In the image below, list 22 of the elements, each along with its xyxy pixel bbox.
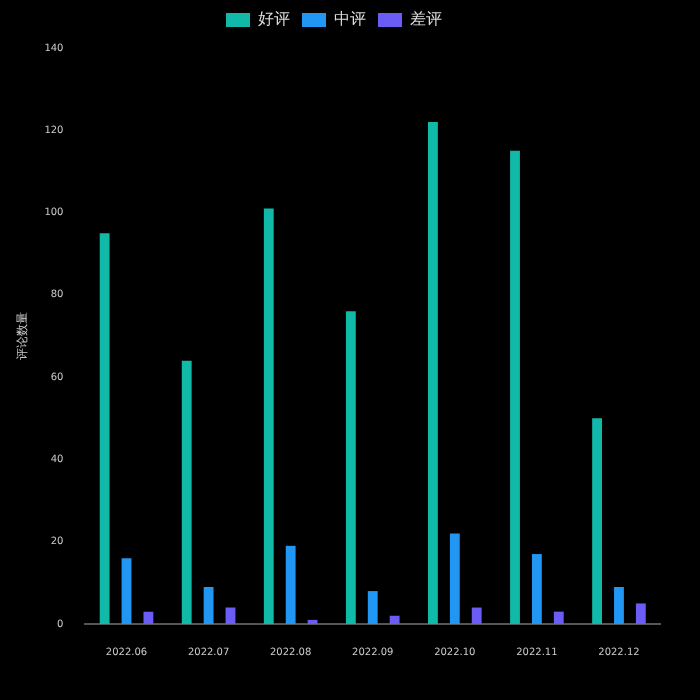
- bar: [531, 554, 542, 624]
- bar: [510, 150, 520, 624]
- bar: [389, 615, 400, 624]
- legend-label: 中评: [334, 10, 366, 29]
- bar: [263, 208, 274, 624]
- bar: [181, 360, 192, 624]
- bar: [143, 611, 154, 624]
- bar: [635, 603, 646, 624]
- legend-label: 差评: [410, 10, 442, 29]
- bar: [367, 591, 378, 624]
- bar: [614, 586, 624, 624]
- bar: [121, 558, 132, 624]
- bar: [553, 611, 564, 624]
- bar: [449, 533, 460, 624]
- bar: [471, 607, 482, 624]
- bar: [345, 311, 356, 624]
- bar: [592, 418, 602, 624]
- bar: [99, 233, 110, 624]
- bar: [285, 545, 296, 624]
- bar: [203, 586, 214, 624]
- legend-label: 好评: [258, 10, 290, 29]
- bar: [428, 122, 438, 624]
